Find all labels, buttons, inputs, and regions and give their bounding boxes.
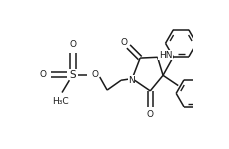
Text: HN: HN [159,51,172,60]
Text: O: O [147,110,154,119]
Text: O: O [91,70,98,79]
Text: H₃C: H₃C [52,97,69,106]
Text: O: O [120,38,127,47]
Text: O: O [69,40,76,49]
Text: S: S [69,69,76,80]
Text: O: O [40,70,47,79]
Text: N: N [128,76,135,85]
